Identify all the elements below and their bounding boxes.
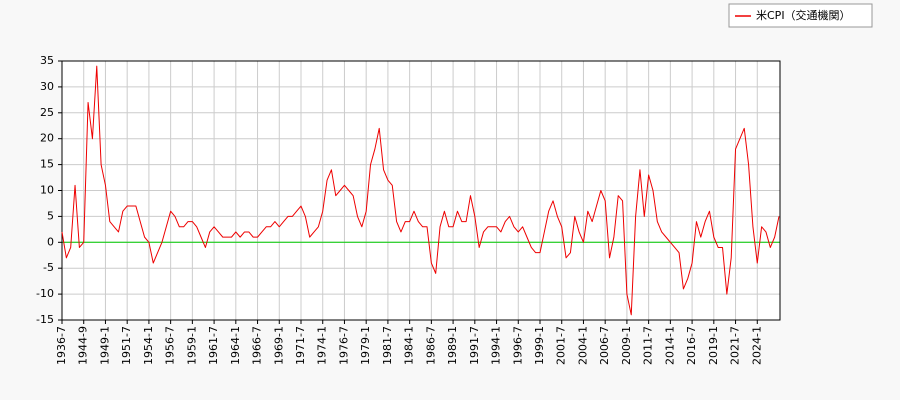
x-tick-label: 1959-1 [185,326,198,365]
x-tick-label: 1974-1 [316,326,329,365]
y-tick-label: 0 [47,235,54,248]
y-tick-label: 25 [40,106,54,119]
x-tick-label: 2024-1 [750,326,763,365]
x-tick-label: 2011-7 [642,326,655,365]
legend-box [728,3,873,28]
data-line [61,65,780,316]
x-tick-label: 2021-7 [729,326,742,365]
y-tick-label: -5 [43,261,54,274]
y-tick-label: 30 [40,80,54,93]
x-tick-label: 1954-1 [142,326,155,365]
y-tick-label: 35 [40,54,54,67]
x-tick-label: 1956-7 [164,326,177,365]
y-tick-label: 20 [40,132,54,145]
x-tick-label: 1951-7 [120,326,133,365]
x-tick-label: 2004-1 [576,326,589,365]
legend: 米CPI（交通機関） [728,3,873,28]
x-tick-label: 2016-7 [685,326,698,365]
x-tick-label: 1979-1 [359,326,372,365]
x-tick-label: 1991-7 [468,326,481,365]
x-tick-label: 2009-1 [620,326,633,365]
x-tick-label: 1994-1 [490,326,503,365]
y-tick-label: 10 [40,184,54,197]
x-tick-label: 1944-9 [77,326,90,365]
y-tick-label: 5 [47,209,54,222]
x-tick-label: 1966-7 [251,326,264,365]
y-tick-label: 15 [40,158,54,171]
x-tick-label: 2014-1 [663,326,676,365]
x-tick-label: 2019-1 [707,326,720,365]
x-tick-label: 1981-7 [381,326,394,365]
x-tick-label: 2006-7 [598,326,611,365]
x-tick-label: 1961-7 [207,326,220,365]
x-tick-label: 1989-1 [446,326,459,365]
legend-label: 米CPI（交通機関） [756,8,851,22]
x-tick-label: 1996-7 [511,326,524,365]
x-tick-label: 2001-7 [555,326,568,365]
x-tick-label: 1964-1 [229,326,242,365]
x-tick-label: 1999-1 [533,326,546,365]
x-tick-label: 1984-1 [403,326,416,365]
axes-frame [61,60,781,321]
x-tick-label: 1976-7 [337,326,350,365]
x-tick-label: 1936-7 [55,326,68,365]
x-tick-label: 1971-7 [294,326,307,365]
y-tick-label: -15 [36,313,54,326]
x-tick-label: 1969-1 [272,326,285,365]
x-tick-label: 1949-1 [98,326,111,365]
y-tick-label: -10 [36,287,54,300]
x-tick-label: 1986-7 [424,326,437,365]
